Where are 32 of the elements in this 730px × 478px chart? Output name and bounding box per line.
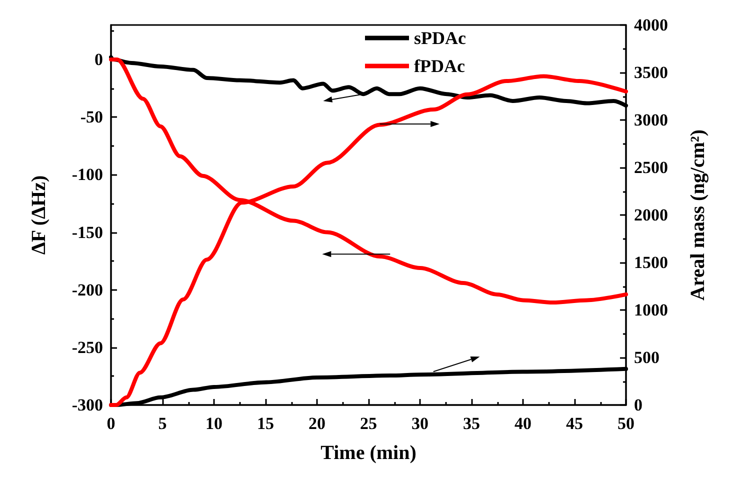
y2-axis-title: Areal mass (ng/cm²) — [687, 129, 709, 301]
y-tick-label: -150 — [72, 222, 103, 242]
y-axis-title: ΔF (ΔHz) — [28, 175, 50, 255]
y2-tick-label: 1000 — [634, 300, 668, 320]
y2-tick-label: 1500 — [634, 253, 668, 272]
x-tick-label: 5 — [158, 414, 167, 433]
x-tick-label: 40 — [514, 414, 532, 433]
y-tick-label: 0 — [94, 50, 103, 70]
x-tick-label: 20 — [308, 414, 326, 433]
y2-tick-label: 2500 — [634, 158, 668, 177]
y2-tick-label: 2000 — [634, 206, 668, 224]
y-tick-label: -50 — [80, 108, 103, 127]
y2-tick-label: 3000 — [634, 110, 668, 130]
y-tick-label: -200 — [72, 280, 103, 300]
legend-label: sPDAc — [414, 28, 466, 48]
legend-label: fPDAc — [414, 56, 465, 76]
y-tick-label: -250 — [72, 338, 103, 357]
x-tick-label: 45 — [566, 414, 583, 433]
x-tick-label: 15 — [257, 414, 274, 433]
y2-tick-label: 500 — [634, 348, 660, 367]
x-axis-title: Time (min) — [320, 442, 416, 464]
y-tick-label: -100 — [72, 165, 103, 184]
x-tick-label: 30 — [412, 414, 428, 433]
y2-tick-label: 0 — [634, 396, 642, 414]
x-tick-label: 10 — [206, 414, 222, 433]
x-tick-label: 25 — [360, 414, 377, 433]
y2-tick-label: 4000 — [634, 16, 668, 34]
y2-tick-label: 3500 — [634, 63, 668, 82]
y-tick-label: -300 — [72, 396, 103, 414]
x-tick-label: 35 — [463, 414, 480, 433]
x-tick-label: 50 — [618, 414, 634, 433]
x-tick-label: 0 — [106, 414, 116, 433]
